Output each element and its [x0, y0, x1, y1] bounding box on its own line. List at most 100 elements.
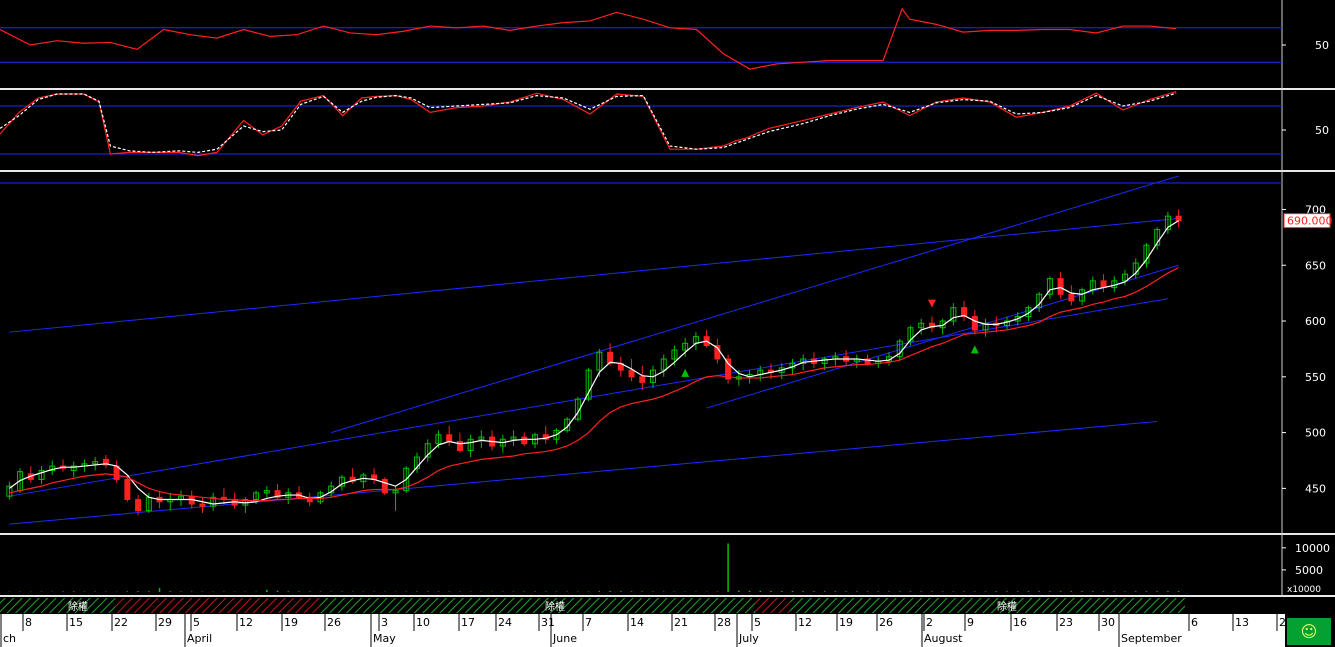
date-label: 29	[158, 616, 172, 629]
moving-average-1	[9, 266, 1179, 502]
strip-segment	[790, 598, 1185, 613]
date-label: 28	[717, 616, 731, 629]
candle	[381, 478, 388, 494]
candle	[6, 485, 13, 497]
candle	[403, 467, 410, 492]
candle	[135, 499, 142, 512]
candle	[821, 358, 828, 364]
date-label: 5	[754, 616, 761, 629]
rsi-series-0	[0, 7, 1177, 70]
strip-segment	[115, 598, 320, 613]
date-label: September	[1121, 632, 1182, 645]
strip-label: 除權	[68, 600, 88, 613]
candle	[639, 376, 646, 383]
date-label: 6	[1191, 616, 1198, 629]
panel-bg	[0, 537, 1335, 595]
candle	[553, 429, 560, 440]
candle	[671, 349, 678, 360]
volume-tick-label: 5000	[1295, 564, 1323, 577]
candle	[392, 490, 399, 494]
date-label: May	[373, 632, 396, 645]
candle	[1079, 289, 1086, 302]
date-label: 10	[416, 616, 430, 629]
candle	[800, 358, 807, 364]
date-label: 16	[1013, 616, 1027, 629]
trendline	[9, 217, 1179, 333]
rsi-tick-label: 50	[1315, 39, 1329, 52]
date-label: ch	[3, 632, 16, 645]
candle	[596, 351, 603, 371]
candle	[961, 307, 968, 318]
candle	[510, 436, 517, 440]
candle	[274, 490, 281, 498]
candle	[1057, 278, 1064, 295]
last-price-box	[1283, 213, 1331, 229]
candle	[424, 443, 431, 458]
candle	[38, 470, 45, 480]
volume-unit-label: x10000	[1287, 585, 1321, 595]
candle	[446, 434, 453, 443]
date-label: 12	[798, 616, 812, 629]
buy-arrow-icon	[681, 368, 690, 377]
candle	[1132, 262, 1139, 275]
price-tick-label: 650	[1305, 259, 1326, 272]
panel-bg	[0, 2, 1335, 88]
candle	[1046, 278, 1053, 295]
candle	[950, 307, 957, 322]
stochastic-series-1	[0, 92, 1177, 154]
strip-segment	[755, 598, 790, 613]
date-label: 30	[1101, 616, 1115, 629]
candle	[253, 492, 260, 501]
candle	[907, 327, 914, 342]
panel-bg	[0, 174, 1335, 533]
candle	[585, 369, 592, 400]
candle	[199, 503, 206, 507]
price-tick-label: 450	[1305, 482, 1326, 495]
date-label: 26	[879, 616, 893, 629]
date-label: 19	[284, 616, 298, 629]
candle	[660, 358, 667, 371]
date-label: 7	[585, 616, 592, 629]
date-label: July	[738, 632, 759, 645]
candle	[92, 461, 99, 465]
date-label: 3	[381, 616, 388, 629]
date-label: June	[552, 632, 577, 645]
candle	[1068, 293, 1075, 302]
candle	[456, 441, 463, 451]
candle	[478, 436, 485, 440]
smiley-face-icon[interactable]: ☺	[1287, 618, 1331, 645]
date-label: 26	[327, 616, 341, 629]
trendline	[9, 420, 1158, 525]
date-label: 23	[1059, 616, 1073, 629]
candle	[210, 496, 217, 507]
date-label: 15	[69, 616, 83, 629]
candle	[1014, 316, 1021, 322]
candle	[1164, 215, 1171, 231]
sell-arrow-icon	[927, 299, 936, 308]
candle	[564, 418, 571, 431]
date-label: 22	[114, 616, 128, 629]
candle	[338, 476, 345, 487]
candle	[1100, 280, 1107, 289]
date-label: April	[187, 632, 212, 645]
date-label: August	[924, 632, 963, 645]
date-label: 8	[25, 616, 32, 629]
candle	[628, 369, 635, 378]
strip-label: 除權	[997, 600, 1017, 613]
date-label: 19	[839, 616, 853, 629]
date-label: 24	[498, 616, 512, 629]
stochastic-series-0	[0, 91, 1177, 157]
candle	[971, 316, 978, 331]
candle	[1143, 244, 1150, 264]
date-label: 14	[630, 616, 644, 629]
trendline	[331, 175, 1179, 434]
candle	[725, 358, 732, 380]
volume-tick-label: 10000	[1295, 542, 1330, 555]
date-label: 17	[461, 616, 475, 629]
candle	[306, 496, 313, 503]
candle	[102, 458, 109, 466]
candle	[574, 398, 581, 420]
buy-arrow-icon	[970, 345, 979, 354]
candle	[70, 465, 77, 472]
